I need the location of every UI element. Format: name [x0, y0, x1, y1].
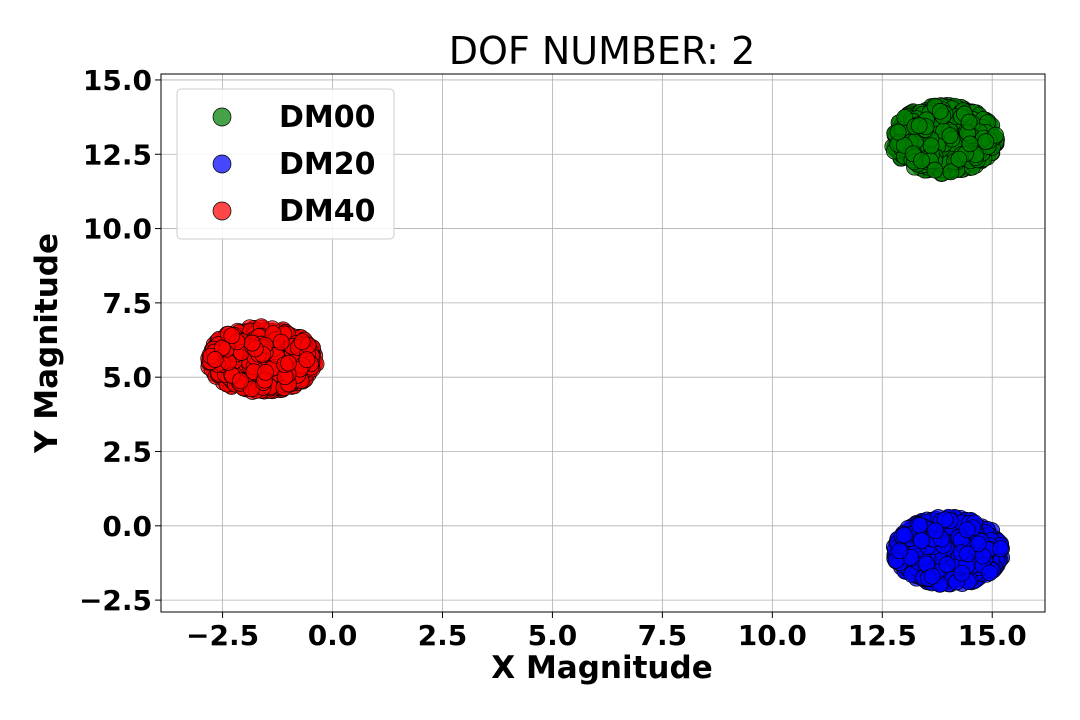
data-point — [913, 532, 930, 550]
data-points — [200, 97, 1011, 593]
x-tick-label: −2.5 — [186, 619, 259, 652]
x-tick-label: 0.0 — [308, 619, 358, 652]
data-point — [931, 103, 949, 120]
legend-label-dm00: DM00 — [279, 100, 376, 135]
data-point — [243, 334, 261, 352]
data-point — [992, 540, 1009, 558]
data-point — [232, 372, 249, 390]
data-point — [206, 351, 224, 368]
y-tick-label: 0.0 — [102, 510, 152, 543]
legend-marker-dm20 — [212, 154, 232, 174]
x-tick-label: 12.5 — [848, 619, 917, 652]
y-tick-label: −2.5 — [79, 584, 152, 617]
data-point — [913, 152, 930, 170]
data-point — [272, 333, 290, 351]
y-tick-label: 7.5 — [102, 287, 152, 320]
y-tick-label: 12.5 — [83, 138, 152, 171]
plot-frame — [160, 73, 1046, 613]
x-tick-label: 15.0 — [958, 619, 1027, 652]
data-point — [938, 556, 956, 573]
y-tick-label: 10.0 — [83, 213, 152, 246]
data-point — [960, 113, 978, 131]
data-point — [958, 521, 976, 539]
y-tick-label: 15.0 — [83, 64, 152, 97]
x-tick-label: 5.0 — [528, 619, 578, 652]
chart-title: DOF NUMBER: 2 — [449, 29, 756, 73]
data-point — [293, 333, 311, 351]
data-point — [969, 535, 987, 553]
data-point — [280, 354, 297, 372]
y-tick-label: 2.5 — [102, 435, 152, 468]
x-tick-label: 10.0 — [738, 619, 807, 652]
data-point — [977, 133, 995, 150]
data-point — [936, 511, 954, 528]
series-dm20 — [885, 508, 1011, 593]
y-axis-label: Y Magnitude — [29, 233, 65, 454]
data-point — [257, 363, 274, 381]
series-dm40 — [200, 318, 325, 400]
data-point — [911, 517, 929, 534]
data-point — [891, 542, 908, 560]
data-point — [961, 135, 979, 153]
legend-label-dm20: DM20 — [279, 147, 376, 182]
data-point — [950, 150, 968, 168]
y-tick-label: 5.0 — [102, 361, 152, 394]
data-point — [953, 564, 971, 582]
data-point — [922, 137, 940, 155]
data-point — [981, 564, 999, 582]
data-point — [959, 545, 976, 563]
data-point — [889, 123, 907, 141]
data-point — [298, 351, 316, 369]
legend: DM00 DM20 DM40 — [176, 88, 395, 240]
legend-box — [176, 88, 395, 240]
data-point — [941, 127, 959, 145]
axis-ticks: −2.5 0.0 2.5 5.0 7.5 10.0 12.5 15.0 −2.5 0.0 2.5 5.… — [79, 64, 1027, 652]
x-tick-label: 7.5 — [638, 619, 688, 652]
data-point — [223, 327, 241, 345]
legend-marker-dm40 — [212, 201, 232, 221]
x-axis-label: X Magnitude — [491, 650, 712, 686]
data-point — [926, 161, 944, 179]
data-point — [896, 526, 913, 544]
legend-marker-dm00 — [212, 107, 232, 127]
x-tick-label: 2.5 — [418, 619, 468, 652]
data-point — [927, 522, 944, 540]
legend-label-dm40: DM40 — [279, 194, 376, 229]
series-dm00 — [884, 97, 1005, 182]
data-point — [910, 117, 928, 134]
data-point — [923, 567, 941, 585]
